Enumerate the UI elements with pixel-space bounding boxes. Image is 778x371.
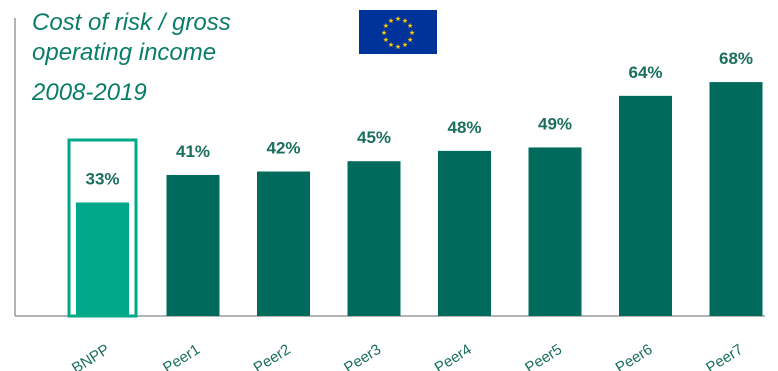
flag-star-icon: ★ <box>409 29 415 37</box>
bar-peer6 <box>619 95 672 316</box>
flag-background <box>359 10 437 54</box>
data-label-peer5: 49% <box>538 114 572 133</box>
eu-flag-icon: ★★★★★★★★★ ★ ★★ <box>359 10 437 54</box>
data-label-peer1: 41% <box>176 142 210 161</box>
bar-peer4 <box>438 150 491 316</box>
data-label-peer3: 45% <box>357 128 391 147</box>
data-label-peer7: 68% <box>719 49 753 68</box>
tick-label-peer7: Peer7 <box>703 341 746 371</box>
flag-star-icon: ★ <box>407 36 413 44</box>
tick-label-peer1: Peer1 <box>160 341 203 371</box>
tick-label-peer6: Peer6 <box>613 341 656 371</box>
flag-star-icon: ★ <box>395 15 401 23</box>
chart-title: Cost of risk / gross operating income <box>32 9 231 66</box>
chart-subtitle: 2008-2019 <box>32 79 147 106</box>
bar-peer7 <box>709 82 763 316</box>
flag-star-icon: ★ <box>402 41 408 49</box>
tick-label-peer4: Peer4 <box>432 341 475 371</box>
bar-peer5 <box>528 147 582 316</box>
data-label-peer4: 48% <box>447 118 481 137</box>
tick-label-peer3: Peer3 <box>341 341 384 371</box>
bar-peer3 <box>347 161 401 316</box>
flag-star-icon: ★ <box>383 36 389 44</box>
bar-peer2 <box>257 171 310 316</box>
data-label-peer6: 64% <box>628 63 662 82</box>
flag-star-icon: ★ <box>395 43 401 51</box>
data-label-bnpp: 33% <box>85 169 119 188</box>
data-label-peer2: 42% <box>266 139 300 158</box>
flag-star-icon: ★ <box>402 17 408 25</box>
tick-label-bnpp: BNPP <box>69 341 113 371</box>
flag-star-icon: ★ <box>388 17 394 25</box>
flag-star-icon: ★ <box>383 22 389 30</box>
tick-label-peer5: Peer5 <box>522 341 565 371</box>
tick-label-peer2: Peer2 <box>251 341 294 371</box>
flag-star-icon: ★ <box>388 41 394 49</box>
bar-peer1 <box>166 174 220 316</box>
flag-star-icon: ★ <box>381 29 387 37</box>
bar-bnpp <box>76 202 129 316</box>
flag-star-icon: ★ <box>407 22 413 30</box>
